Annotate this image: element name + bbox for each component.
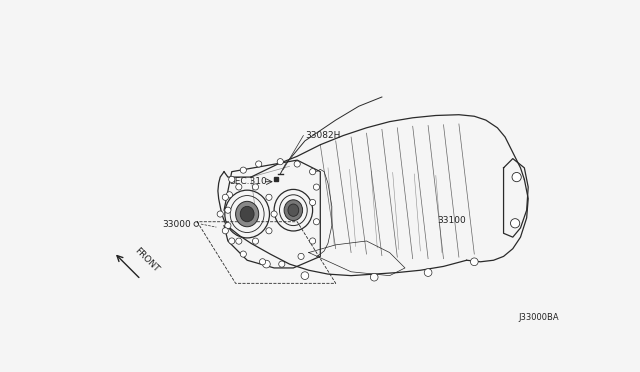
Circle shape — [252, 184, 259, 190]
Circle shape — [252, 238, 259, 244]
Circle shape — [255, 161, 262, 167]
Circle shape — [266, 228, 272, 234]
Circle shape — [271, 211, 277, 217]
Text: 33082H: 33082H — [305, 131, 340, 140]
Circle shape — [301, 272, 308, 279]
Circle shape — [262, 260, 270, 268]
Ellipse shape — [288, 204, 299, 217]
Circle shape — [310, 238, 316, 244]
Circle shape — [240, 167, 246, 173]
Circle shape — [236, 238, 242, 244]
Circle shape — [424, 269, 432, 276]
Text: 33000: 33000 — [163, 219, 191, 228]
Ellipse shape — [236, 201, 259, 227]
Circle shape — [511, 219, 520, 228]
Circle shape — [217, 211, 223, 217]
Circle shape — [470, 258, 478, 266]
Circle shape — [512, 173, 521, 182]
Circle shape — [294, 161, 300, 167]
Circle shape — [240, 251, 246, 257]
Circle shape — [222, 194, 228, 201]
Text: J33000BA: J33000BA — [518, 313, 559, 322]
Circle shape — [279, 261, 285, 267]
Circle shape — [222, 228, 228, 234]
Circle shape — [314, 219, 319, 225]
Circle shape — [225, 222, 231, 229]
Text: SEC.310: SEC.310 — [230, 177, 267, 186]
Ellipse shape — [240, 206, 254, 222]
Text: 33100: 33100 — [437, 216, 466, 225]
Circle shape — [371, 273, 378, 281]
Circle shape — [266, 194, 272, 201]
Ellipse shape — [284, 200, 303, 221]
Circle shape — [227, 192, 232, 198]
Circle shape — [228, 176, 235, 183]
Text: FRONT: FRONT — [133, 246, 161, 274]
Circle shape — [277, 158, 284, 165]
Circle shape — [225, 207, 231, 213]
Circle shape — [228, 238, 235, 244]
Circle shape — [314, 184, 319, 190]
Circle shape — [259, 259, 266, 265]
Circle shape — [310, 169, 316, 175]
Circle shape — [236, 184, 242, 190]
Circle shape — [298, 253, 304, 260]
Circle shape — [310, 199, 316, 206]
